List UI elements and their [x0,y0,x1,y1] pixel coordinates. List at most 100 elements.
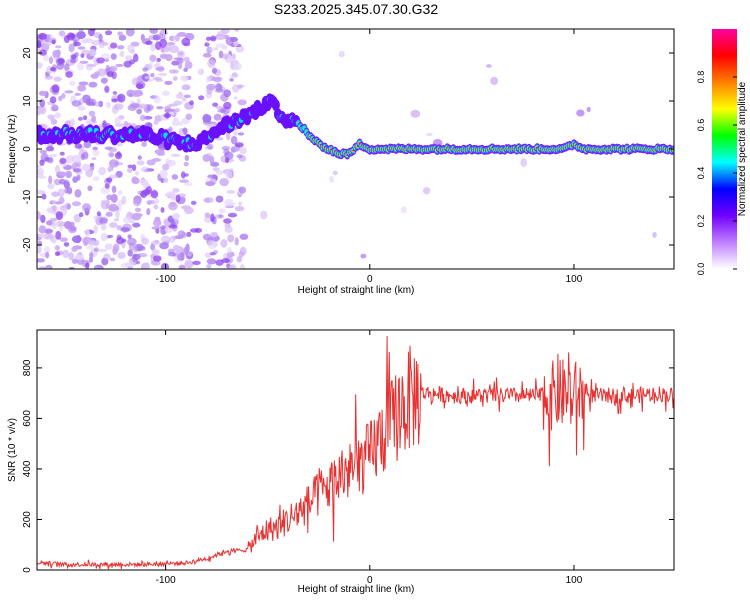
noise-blob [72,258,78,264]
noise-blob [61,92,66,99]
noise-blob [57,58,65,64]
noise-blob [231,72,238,78]
noise-blob [74,189,82,198]
noise-blob [137,75,143,81]
noise-blob [39,159,45,166]
noise-blob [116,45,125,50]
noise-blob [92,149,100,157]
noise-blob [127,234,132,239]
noise-blob [58,171,67,176]
noise-blob [69,226,76,232]
noise-blob [205,76,211,83]
noise-blob [110,42,118,49]
noise-blob [118,190,123,196]
noise-blob [149,54,157,62]
noise-blob [205,36,211,41]
noise-blob [223,101,232,110]
noise-blob [68,266,75,269]
noise-blob [37,61,43,69]
colorbar-tick-label: 0.6 [696,119,706,132]
spectrogram-y-tick-label: 0 [22,146,33,152]
noise-blob [76,174,81,181]
noise-blob [105,211,113,217]
noise-blob [132,222,141,228]
spectrogram-x-axis-label: Height of straight line (km) [298,285,415,296]
noise-blob [37,106,47,115]
noise-blob [62,249,70,259]
noise-blob [206,258,217,265]
noise-blob [100,232,108,242]
noise-blob [37,189,46,195]
noise-blob [175,194,181,203]
noise-blob [99,41,109,46]
snr-series-line [37,335,674,570]
noise-blob [107,166,112,173]
noise-blob [119,50,125,57]
noise-blob [176,50,185,59]
noise-blob [166,44,172,52]
noise-blob [125,261,134,268]
noise-blob [110,53,117,60]
noise-blob [134,207,142,213]
noise-blob [140,190,148,199]
colorbar-ticks: 0.0 0.2 0.4 0.6 0.8 [696,71,737,275]
noise-blob [205,181,216,187]
noise-blob [162,177,169,183]
colorbar-tick-label: 0.8 [696,71,706,84]
noise-blob [38,266,46,269]
noise-blob [169,45,179,54]
noise-blob [215,170,224,175]
noise-blob [157,72,168,76]
noise-blob [360,253,367,259]
noise-blob [100,52,111,60]
noise-blob [51,84,60,93]
noise-blob [92,146,99,151]
noise-blob [89,162,95,167]
noise-blob [71,100,82,107]
noise-blob [221,258,231,263]
noise-blob [146,104,154,111]
noise-blob [239,147,247,155]
noise-blob [65,170,72,179]
noise-blob [73,213,82,223]
noise-blob [162,163,170,171]
noise-blob [106,71,114,78]
noise-blob [42,54,49,62]
noise-blob [138,103,148,110]
noise-blob [108,174,119,179]
noise-blob [218,214,223,218]
noise-blob [150,72,155,78]
noise-blob [224,169,233,179]
noise-blob [83,241,88,247]
noise-blob [105,64,110,74]
noise-blob [140,178,149,187]
noise-blob [50,67,57,72]
noise-blob [233,29,240,32]
noise-blob [41,193,47,200]
noise-blob [114,152,123,160]
noise-blob [652,231,657,238]
noise-blob [141,237,149,245]
noise-blob [125,29,135,37]
noise-blob [154,239,159,244]
noise-blob [91,39,100,46]
noise-blob [210,232,218,238]
noise-blob [227,265,234,269]
noise-blob [154,198,160,205]
noise-blob [233,131,238,137]
noise-blob [212,167,220,172]
noise-blob [108,222,118,228]
noise-blob [136,108,142,115]
noise-blob [197,68,205,76]
spectrogram-ridge [37,93,674,160]
noise-blob [81,49,91,55]
noise-blob [76,62,84,71]
noise-blob [51,104,59,112]
snr-y-tick-label: 400 [22,460,33,477]
noise-blob [168,224,178,229]
noise-blob [53,178,62,186]
noise-blob [47,183,55,190]
noise-blob [93,224,98,234]
noise-blob [82,203,91,212]
noise-blob [50,217,58,222]
